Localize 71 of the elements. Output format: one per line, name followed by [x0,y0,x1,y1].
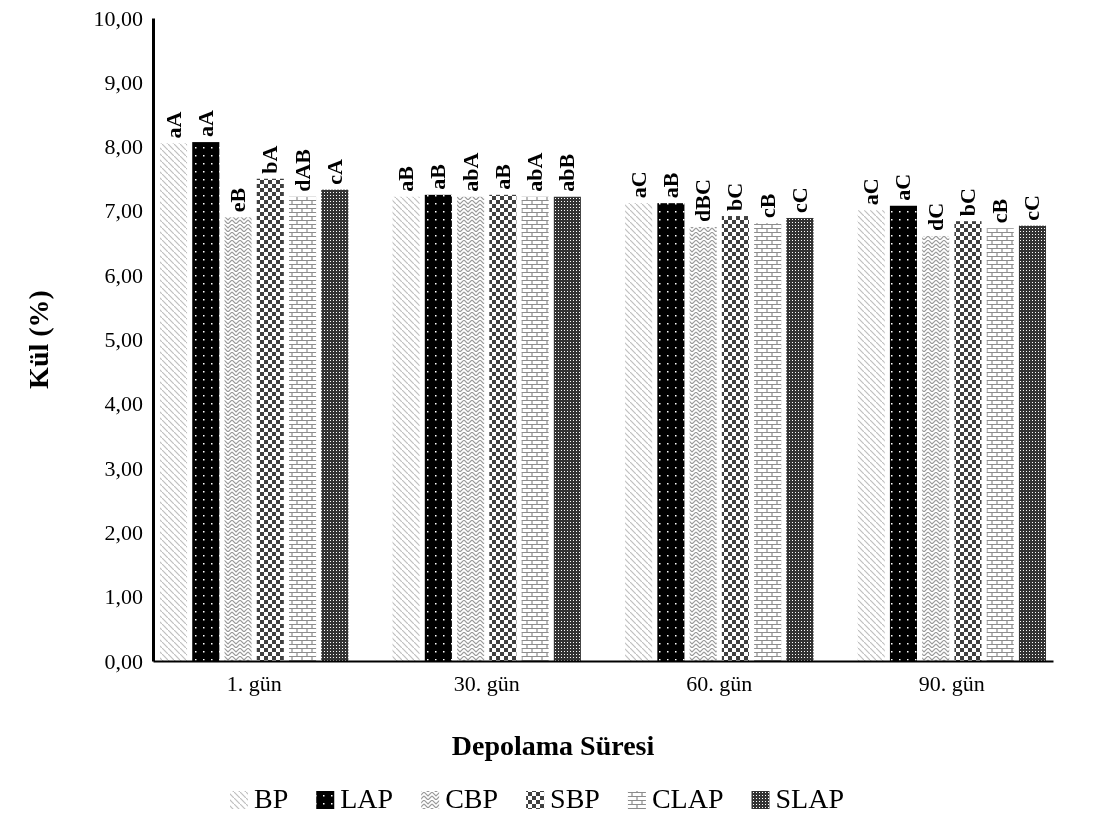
bar [1018,225,1047,661]
bar [321,189,349,661]
bar [424,194,452,661]
data-label: cB [987,198,1013,224]
data-label: cC [786,187,812,213]
data-label: abA [522,152,548,192]
data-label: aB [425,163,451,190]
y-tick-label: 7,00 [104,198,143,224]
data-label: dBC [690,179,716,222]
bar [986,228,1014,661]
legend-label: CLAP [651,783,724,814]
bar [689,226,717,661]
bar [521,196,549,661]
y-tick-label: 6,00 [104,262,143,288]
data-label: dC [922,202,948,231]
bar [289,196,317,661]
x-tick-label: 30. gün [453,670,520,696]
bar [625,203,653,661]
y-tick-label: 8,00 [104,134,143,160]
bar [857,210,885,661]
bar [954,221,982,661]
data-label: cC [1019,195,1045,221]
legend-label: CBP [445,783,499,814]
data-label: abB [554,153,580,192]
bar [786,217,814,661]
data-label: aA [192,110,218,138]
bar [754,223,782,661]
bar [457,196,485,661]
y-tick-label: 2,00 [104,519,143,545]
data-label: aA [160,111,186,139]
y-tick-label: 9,00 [104,69,143,95]
data-label: aC [858,178,884,206]
y-tick-label: 10,00 [93,5,143,31]
data-label: aC [890,173,916,201]
data-label: bA [257,145,283,174]
bar [192,142,220,661]
y-tick-label: 3,00 [104,455,143,481]
data-label: cA [321,158,347,185]
legend-label: SLAP [775,783,844,814]
y-tick-label: 4,00 [104,391,143,417]
data-label: aC [625,171,651,199]
x-tick-label: 60. gün [686,670,753,696]
y-tick-label: 0,00 [104,648,143,674]
bar [657,203,685,661]
bar [721,216,749,661]
data-label: bC [722,182,748,212]
data-label: aB [489,163,515,190]
x-tick-label: 90. gün [918,670,985,696]
bar [159,143,188,661]
data-label: aB [657,172,683,199]
bar [489,194,517,661]
legend-label: SBP [550,783,600,814]
bar [392,196,420,661]
bar [889,205,917,661]
bar [224,217,252,661]
x-axis-title: Depolama Süresi [451,730,655,761]
data-label: bC [954,188,980,217]
bar [256,178,284,661]
bar [922,235,950,661]
data-label: abA [457,152,483,192]
bar [553,196,581,661]
y-tick-label: 5,00 [104,327,143,353]
y-tick-label: 1,00 [104,584,143,610]
data-label: aB [393,165,419,192]
x-tick-label: 1. gün [226,670,282,696]
legend-label: BP [254,783,289,814]
data-label: cB [754,193,780,219]
legend-label: LAP [340,783,394,814]
y-axis-title: Kül (%) [23,290,54,389]
data-label: dAB [289,148,315,192]
data-label: eB [225,187,251,213]
